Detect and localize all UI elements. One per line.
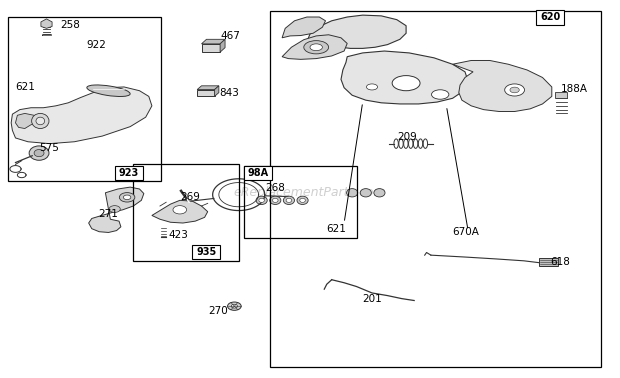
- Text: 621: 621: [16, 82, 35, 92]
- Polygon shape: [215, 86, 219, 96]
- Ellipse shape: [173, 206, 187, 214]
- Ellipse shape: [360, 189, 371, 197]
- Text: 575: 575: [40, 143, 60, 153]
- Text: eReplacementParts.com: eReplacementParts.com: [234, 186, 386, 199]
- Ellipse shape: [32, 113, 49, 129]
- Ellipse shape: [29, 146, 49, 160]
- Ellipse shape: [270, 196, 281, 204]
- Ellipse shape: [119, 193, 135, 202]
- Ellipse shape: [34, 150, 44, 157]
- Ellipse shape: [259, 198, 265, 203]
- Bar: [244, 166, 357, 238]
- Bar: [270, 11, 601, 367]
- Text: 935: 935: [196, 247, 216, 257]
- Text: 201: 201: [362, 294, 382, 304]
- Ellipse shape: [510, 87, 520, 93]
- Ellipse shape: [347, 189, 358, 197]
- Ellipse shape: [228, 302, 241, 310]
- Text: 423: 423: [169, 230, 188, 240]
- Text: 923: 923: [118, 168, 139, 178]
- Ellipse shape: [297, 196, 308, 204]
- Text: 618: 618: [551, 257, 570, 266]
- Text: 268: 268: [265, 183, 285, 193]
- Text: 269: 269: [180, 192, 200, 201]
- Polygon shape: [202, 39, 225, 44]
- Bar: [133, 164, 239, 261]
- Ellipse shape: [304, 41, 329, 54]
- Ellipse shape: [392, 76, 420, 91]
- Ellipse shape: [505, 84, 525, 96]
- Polygon shape: [341, 51, 468, 104]
- Bar: [197, 90, 215, 96]
- Text: 670A: 670A: [453, 228, 479, 237]
- Polygon shape: [41, 19, 52, 28]
- Bar: [8, 17, 161, 181]
- Text: 467: 467: [220, 31, 240, 41]
- Bar: [202, 44, 220, 52]
- Ellipse shape: [123, 195, 131, 200]
- Ellipse shape: [283, 196, 294, 204]
- Polygon shape: [304, 15, 406, 49]
- Text: 188A: 188A: [561, 84, 588, 94]
- Ellipse shape: [366, 84, 378, 90]
- Polygon shape: [282, 17, 326, 38]
- Text: 922: 922: [87, 40, 107, 50]
- Ellipse shape: [36, 117, 45, 125]
- Polygon shape: [282, 35, 347, 59]
- Ellipse shape: [231, 304, 237, 308]
- Text: 270: 270: [208, 306, 228, 316]
- Ellipse shape: [273, 198, 278, 203]
- Ellipse shape: [87, 85, 130, 96]
- Text: 258: 258: [60, 20, 80, 30]
- Polygon shape: [89, 187, 144, 232]
- Ellipse shape: [109, 206, 120, 212]
- Polygon shape: [453, 60, 552, 112]
- Ellipse shape: [310, 44, 322, 51]
- Text: 271: 271: [98, 209, 118, 218]
- Polygon shape: [16, 113, 37, 129]
- Text: 843: 843: [219, 88, 239, 98]
- Ellipse shape: [286, 198, 291, 203]
- Ellipse shape: [300, 198, 306, 203]
- Bar: [536, 10, 564, 25]
- Polygon shape: [220, 39, 225, 52]
- Ellipse shape: [256, 196, 267, 204]
- Polygon shape: [197, 86, 219, 90]
- Bar: [244, 166, 272, 180]
- Bar: [555, 92, 567, 98]
- Polygon shape: [11, 87, 152, 144]
- Bar: [115, 166, 143, 180]
- Bar: [192, 245, 220, 259]
- Ellipse shape: [374, 189, 385, 197]
- Text: 209: 209: [397, 132, 417, 142]
- Polygon shape: [152, 200, 208, 223]
- Text: 620: 620: [540, 12, 560, 22]
- Ellipse shape: [432, 90, 449, 99]
- Bar: [539, 258, 558, 266]
- Text: 621: 621: [327, 224, 347, 234]
- Text: 98A: 98A: [247, 168, 268, 178]
